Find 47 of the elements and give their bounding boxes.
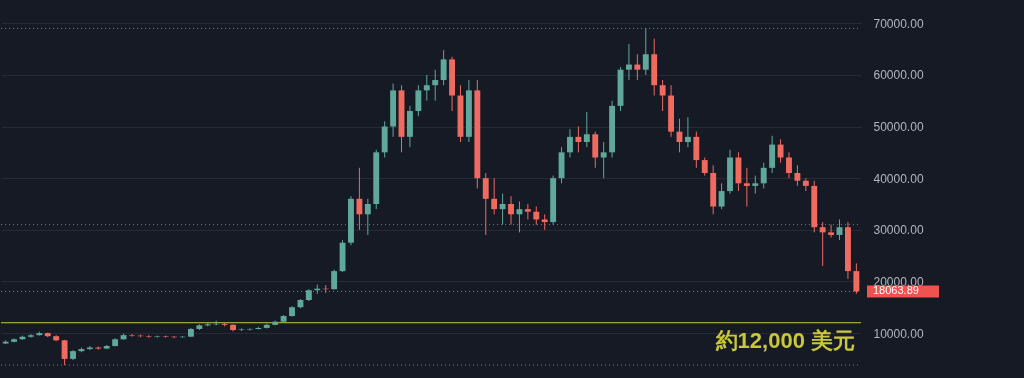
candlestick [718,182,725,210]
candlestick [440,49,447,86]
candlestick [828,224,835,239]
candlestick [415,84,422,117]
y-tick-label: 60000.00 [873,68,924,83]
candlestick [129,333,135,338]
candlestick [642,27,649,76]
candlestick [356,167,363,231]
candlestick [508,195,514,226]
candlestick [583,111,590,148]
candlestick [693,131,700,169]
y-tick-label: 50000.00 [873,120,924,135]
candlestick [769,135,776,174]
y-tick-label: 40000.00 [873,171,924,186]
candlestick [516,200,523,233]
candlestick [482,172,489,236]
candlestick [752,175,759,195]
candlestick [423,74,430,102]
ref-line-label: 約12,000 美元 [714,327,855,353]
candlestick [575,126,582,153]
candlestick [701,157,708,177]
candlestick [364,198,371,236]
candlestick [592,131,599,169]
candlestick [819,221,826,267]
candlestick [794,164,801,187]
candlestick [524,203,531,220]
candlestick [684,116,691,148]
candlestick [743,167,750,208]
y-tick-label: 10000.00 [873,326,924,341]
candlestick [27,333,34,339]
candlestick [499,193,506,226]
candlestick [533,206,540,226]
candlestick [626,43,632,81]
candlestick [777,138,784,164]
candlestick [567,128,573,158]
candlestick [491,177,498,215]
candlestick [432,69,439,102]
candlestick [634,53,641,81]
candlestick [331,269,338,291]
y-tick-label: 70000.00 [873,16,924,31]
candlestick [659,79,666,112]
candlestick [600,141,607,179]
candlestick [61,339,68,366]
candlestick [853,262,860,295]
candlestick [786,151,792,179]
candlestick [760,162,767,189]
y-tick-label: 30000.00 [873,223,924,238]
